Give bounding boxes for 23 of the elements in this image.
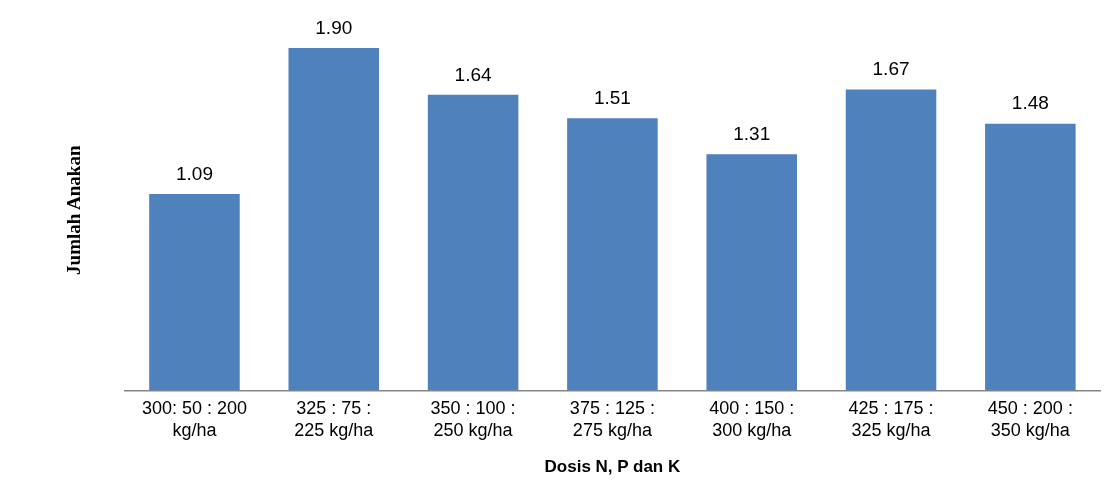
data-label: 1.64 xyxy=(454,63,493,85)
bar xyxy=(985,123,1076,391)
bar xyxy=(288,48,380,391)
x-tick-label: 400 : 150 : 300 kg/ha xyxy=(709,398,795,440)
x-tick-label: 450 : 200 : 350 kg/ha xyxy=(987,398,1073,440)
bar xyxy=(845,89,937,391)
bar xyxy=(567,118,658,391)
data-label: 1.90 xyxy=(315,16,353,38)
x-axis-title: Dosis N, P dan K xyxy=(544,457,681,477)
bar xyxy=(427,94,519,391)
data-label: 1.31 xyxy=(733,123,771,145)
y-axis-title: Jumlah Anakan xyxy=(63,145,85,275)
bar xyxy=(706,154,797,391)
x-tick-label: 325 : 75 : 225 kg/ha xyxy=(294,398,375,440)
x-tick-label: 300: 50 : 200 kg/ha xyxy=(141,398,247,440)
x-tick-label: 375 : 125 : 275 kg/ha xyxy=(569,398,655,440)
data-label: 1.67 xyxy=(872,58,910,80)
data-label: 1.09 xyxy=(175,162,213,184)
x-tick-label: 425 : 175 : 325 kg/ha xyxy=(848,398,934,440)
data-label: 1.51 xyxy=(593,87,631,109)
bar xyxy=(149,193,240,391)
data-label: 1.48 xyxy=(1011,92,1049,114)
x-tick-label: 350 : 100 : 250 kg/ha xyxy=(430,398,516,440)
